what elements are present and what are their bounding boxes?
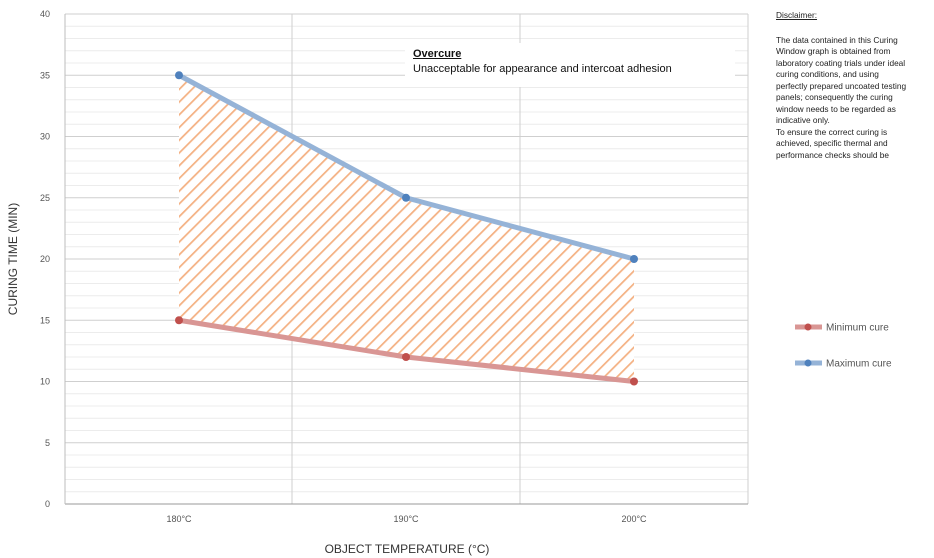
maximum-cure-legend-label: Maximum cure xyxy=(826,359,892,370)
maximum-cure-point xyxy=(402,193,410,202)
x-tick-label: 180°C xyxy=(166,514,192,524)
x-tick-labels: 180°C 190°C 200°C xyxy=(166,514,647,524)
y-tick-label: 5 xyxy=(45,438,50,448)
minimum-cure-legend-label: Minimum cure xyxy=(826,323,889,334)
axes xyxy=(64,14,748,505)
x-axis-title: OBJECT TEMPERATURE (°C) xyxy=(325,542,490,556)
disclaimer-line: The data contained in this Curing xyxy=(776,34,898,45)
disclaimer-line: laboratory coating trials under ideal xyxy=(776,57,906,68)
y-tick-label: 30 xyxy=(40,132,50,142)
series-group xyxy=(175,71,638,386)
y-axis-title: CURING TIME (MIN) xyxy=(6,203,20,315)
curing-window-area xyxy=(179,75,634,382)
minimum-cure-point xyxy=(402,353,410,361)
overcure-description: Unacceptable for appearance and intercoa… xyxy=(413,63,672,75)
y-tick-label: 15 xyxy=(40,315,50,325)
minimum-cure-point xyxy=(175,316,183,325)
disclaimer-line: performance checks should be xyxy=(776,149,889,160)
disclaimer-line: To ensure the correct curing is xyxy=(776,126,888,137)
disclaimer-line: curing conditions, and using xyxy=(776,69,879,79)
disclaimer-panel: Disclaimer: The data contained in this C… xyxy=(776,10,934,161)
maximum-cure-point xyxy=(175,71,183,80)
disclaimer-title: Disclaimer: xyxy=(776,10,818,20)
overcure-title: Overcure xyxy=(413,48,462,60)
y-tick-label: 20 xyxy=(40,254,50,264)
y-tick-label: 35 xyxy=(40,70,50,80)
disclaimer-line: panels; consequently the curing xyxy=(776,92,893,102)
y-tick-labels: 0 5 10 15 20 25 30 35 40 xyxy=(40,9,50,509)
disclaimer-text: The data contained in this Curing Window … xyxy=(776,35,934,162)
disclaimer-line: achieved, specific thermal and xyxy=(776,138,888,148)
y-tick-label: 10 xyxy=(40,377,50,387)
disclaimer-line: perfectly prepared uncoated testing xyxy=(776,80,907,91)
y-tick-label: 25 xyxy=(40,193,50,203)
minimum-cure-legend-marker xyxy=(804,323,812,331)
legend: Minimum cure Maximum cure xyxy=(795,323,892,370)
disclaimer-line: window needs to be regarded as xyxy=(776,103,896,114)
minimum-cure-point xyxy=(630,377,638,386)
x-tick-label: 190°C xyxy=(393,514,419,524)
y-tick-label: 40 xyxy=(40,9,50,19)
maximum-cure-legend-marker xyxy=(804,359,812,367)
maximum-cure-point xyxy=(630,255,638,263)
overcure-annotation: Overcure Unacceptable for appearance and… xyxy=(405,43,735,87)
disclaimer-line: indicative only. xyxy=(776,115,830,125)
x-tick-label: 200°C xyxy=(621,514,647,524)
disclaimer-line: Window graph is obtained from xyxy=(776,46,891,56)
y-tick-label: 0 xyxy=(45,499,50,509)
